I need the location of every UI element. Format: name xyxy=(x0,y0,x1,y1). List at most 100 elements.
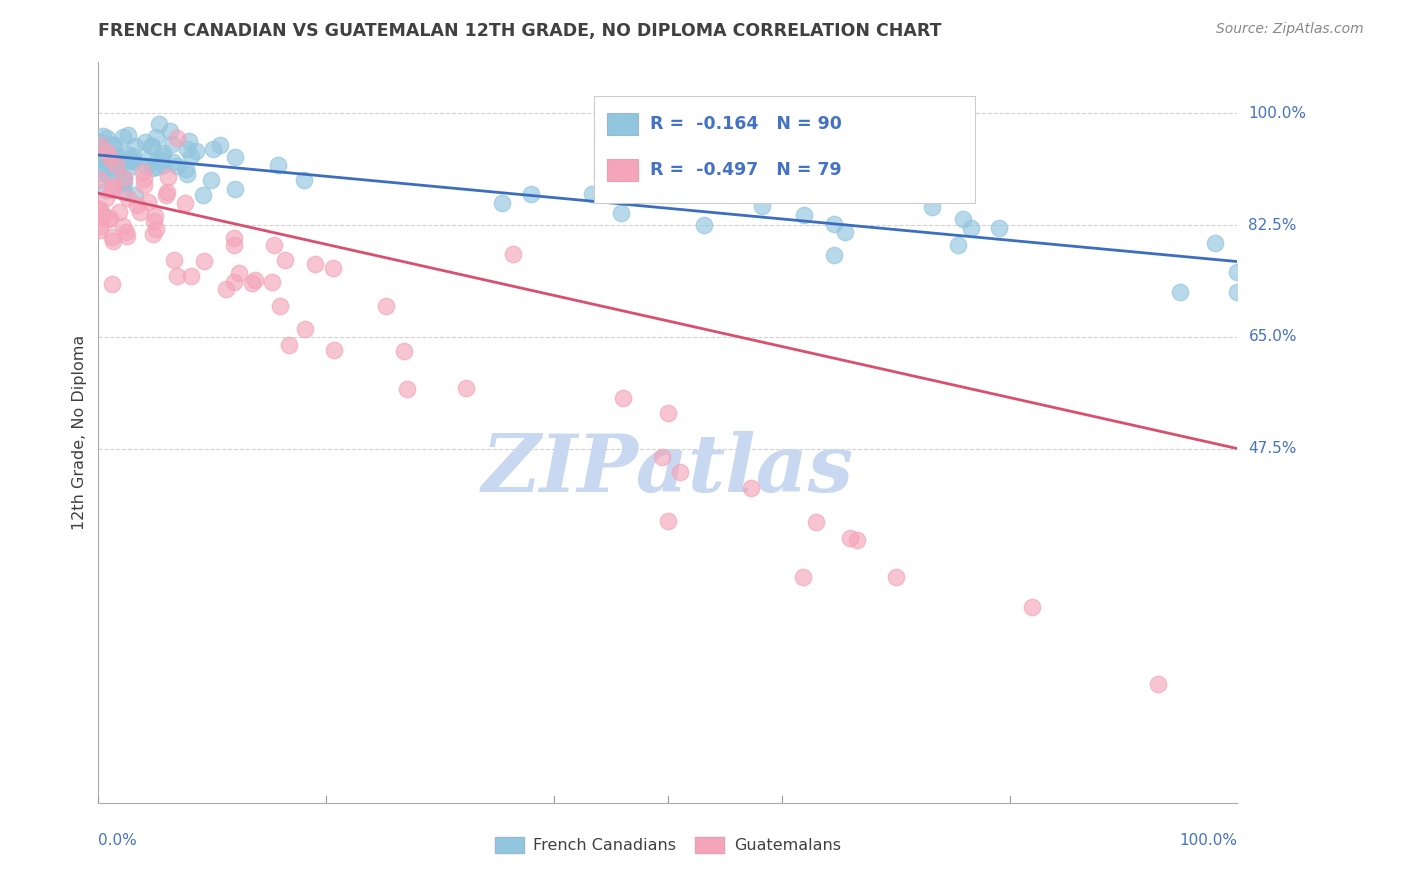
Point xyxy=(202,142,225,156)
Point xyxy=(100,160,122,174)
Point xyxy=(224,238,246,252)
Point xyxy=(150,148,173,162)
Point xyxy=(94,183,117,197)
Point xyxy=(156,170,179,185)
Text: ZIPatlas: ZIPatlas xyxy=(482,431,853,508)
Point xyxy=(200,173,222,187)
Point xyxy=(823,248,845,262)
Point xyxy=(173,195,195,210)
Point xyxy=(491,196,513,211)
Point xyxy=(224,182,246,196)
Point xyxy=(612,391,634,405)
Point xyxy=(101,153,124,167)
Point xyxy=(456,381,478,395)
Point xyxy=(141,161,163,176)
Point xyxy=(117,228,139,243)
Point xyxy=(115,147,138,161)
Point xyxy=(162,154,184,169)
Point xyxy=(112,185,135,199)
Text: R =  -0.164   N = 90: R = -0.164 N = 90 xyxy=(650,115,842,133)
Point xyxy=(136,153,159,167)
Point xyxy=(128,205,150,219)
Text: 0.0%: 0.0% xyxy=(98,833,138,848)
Point xyxy=(97,168,120,182)
Point xyxy=(176,167,198,181)
Point xyxy=(834,226,856,240)
Text: 100.0%: 100.0% xyxy=(1249,106,1306,121)
Point xyxy=(103,138,125,153)
Point xyxy=(141,138,163,153)
Point xyxy=(115,153,138,167)
Point xyxy=(823,217,845,231)
Point xyxy=(139,138,162,153)
Point xyxy=(91,129,114,144)
Point xyxy=(112,170,135,185)
Point xyxy=(125,198,148,212)
Point xyxy=(224,275,246,289)
Point xyxy=(89,161,111,176)
Point xyxy=(101,183,124,197)
Point xyxy=(948,237,970,252)
Point xyxy=(193,187,215,202)
Point xyxy=(152,158,174,172)
Point xyxy=(145,130,167,145)
Point xyxy=(1226,265,1249,279)
Point xyxy=(124,139,146,153)
Point xyxy=(591,170,613,185)
Point xyxy=(267,158,290,172)
Point xyxy=(520,187,543,202)
Point xyxy=(90,137,112,152)
Point xyxy=(396,382,419,396)
Point xyxy=(988,221,1011,235)
Point xyxy=(89,173,111,187)
Point xyxy=(166,159,188,173)
Point xyxy=(1170,285,1192,300)
Point xyxy=(104,158,127,172)
Text: 47.5%: 47.5% xyxy=(1249,441,1296,456)
Point xyxy=(263,238,285,252)
Point xyxy=(193,253,215,268)
Point xyxy=(90,152,112,166)
Point xyxy=(751,199,773,213)
Point xyxy=(89,223,111,237)
Point xyxy=(124,188,146,202)
Point xyxy=(159,123,181,137)
Point xyxy=(148,117,170,131)
Point xyxy=(224,150,246,164)
Point xyxy=(146,160,169,174)
Point xyxy=(132,165,155,179)
FancyBboxPatch shape xyxy=(607,112,638,135)
Point xyxy=(150,153,173,167)
Point xyxy=(274,252,297,267)
Point xyxy=(117,191,139,205)
Point xyxy=(93,151,115,165)
Point xyxy=(96,131,118,145)
Point xyxy=(884,570,907,584)
Point xyxy=(117,128,139,142)
Point xyxy=(224,230,246,244)
Point xyxy=(215,282,238,296)
Text: R =  -0.497   N = 79: R = -0.497 N = 79 xyxy=(650,161,841,178)
Point xyxy=(143,210,166,224)
Point xyxy=(89,166,111,180)
Point xyxy=(118,152,141,166)
Point xyxy=(269,299,291,313)
Point xyxy=(89,143,111,157)
Point xyxy=(152,145,174,160)
Point xyxy=(101,137,124,152)
Point xyxy=(277,337,299,351)
Point xyxy=(669,465,692,479)
Point xyxy=(180,269,202,284)
Point xyxy=(120,161,142,175)
Point xyxy=(101,234,124,248)
FancyBboxPatch shape xyxy=(607,159,638,181)
Point xyxy=(1226,285,1249,300)
Point xyxy=(294,322,316,336)
Point xyxy=(166,268,188,283)
Point xyxy=(134,135,156,149)
Point xyxy=(304,257,326,271)
Point xyxy=(96,145,118,160)
Point xyxy=(657,514,679,528)
Point xyxy=(657,406,679,420)
Point xyxy=(111,129,134,144)
